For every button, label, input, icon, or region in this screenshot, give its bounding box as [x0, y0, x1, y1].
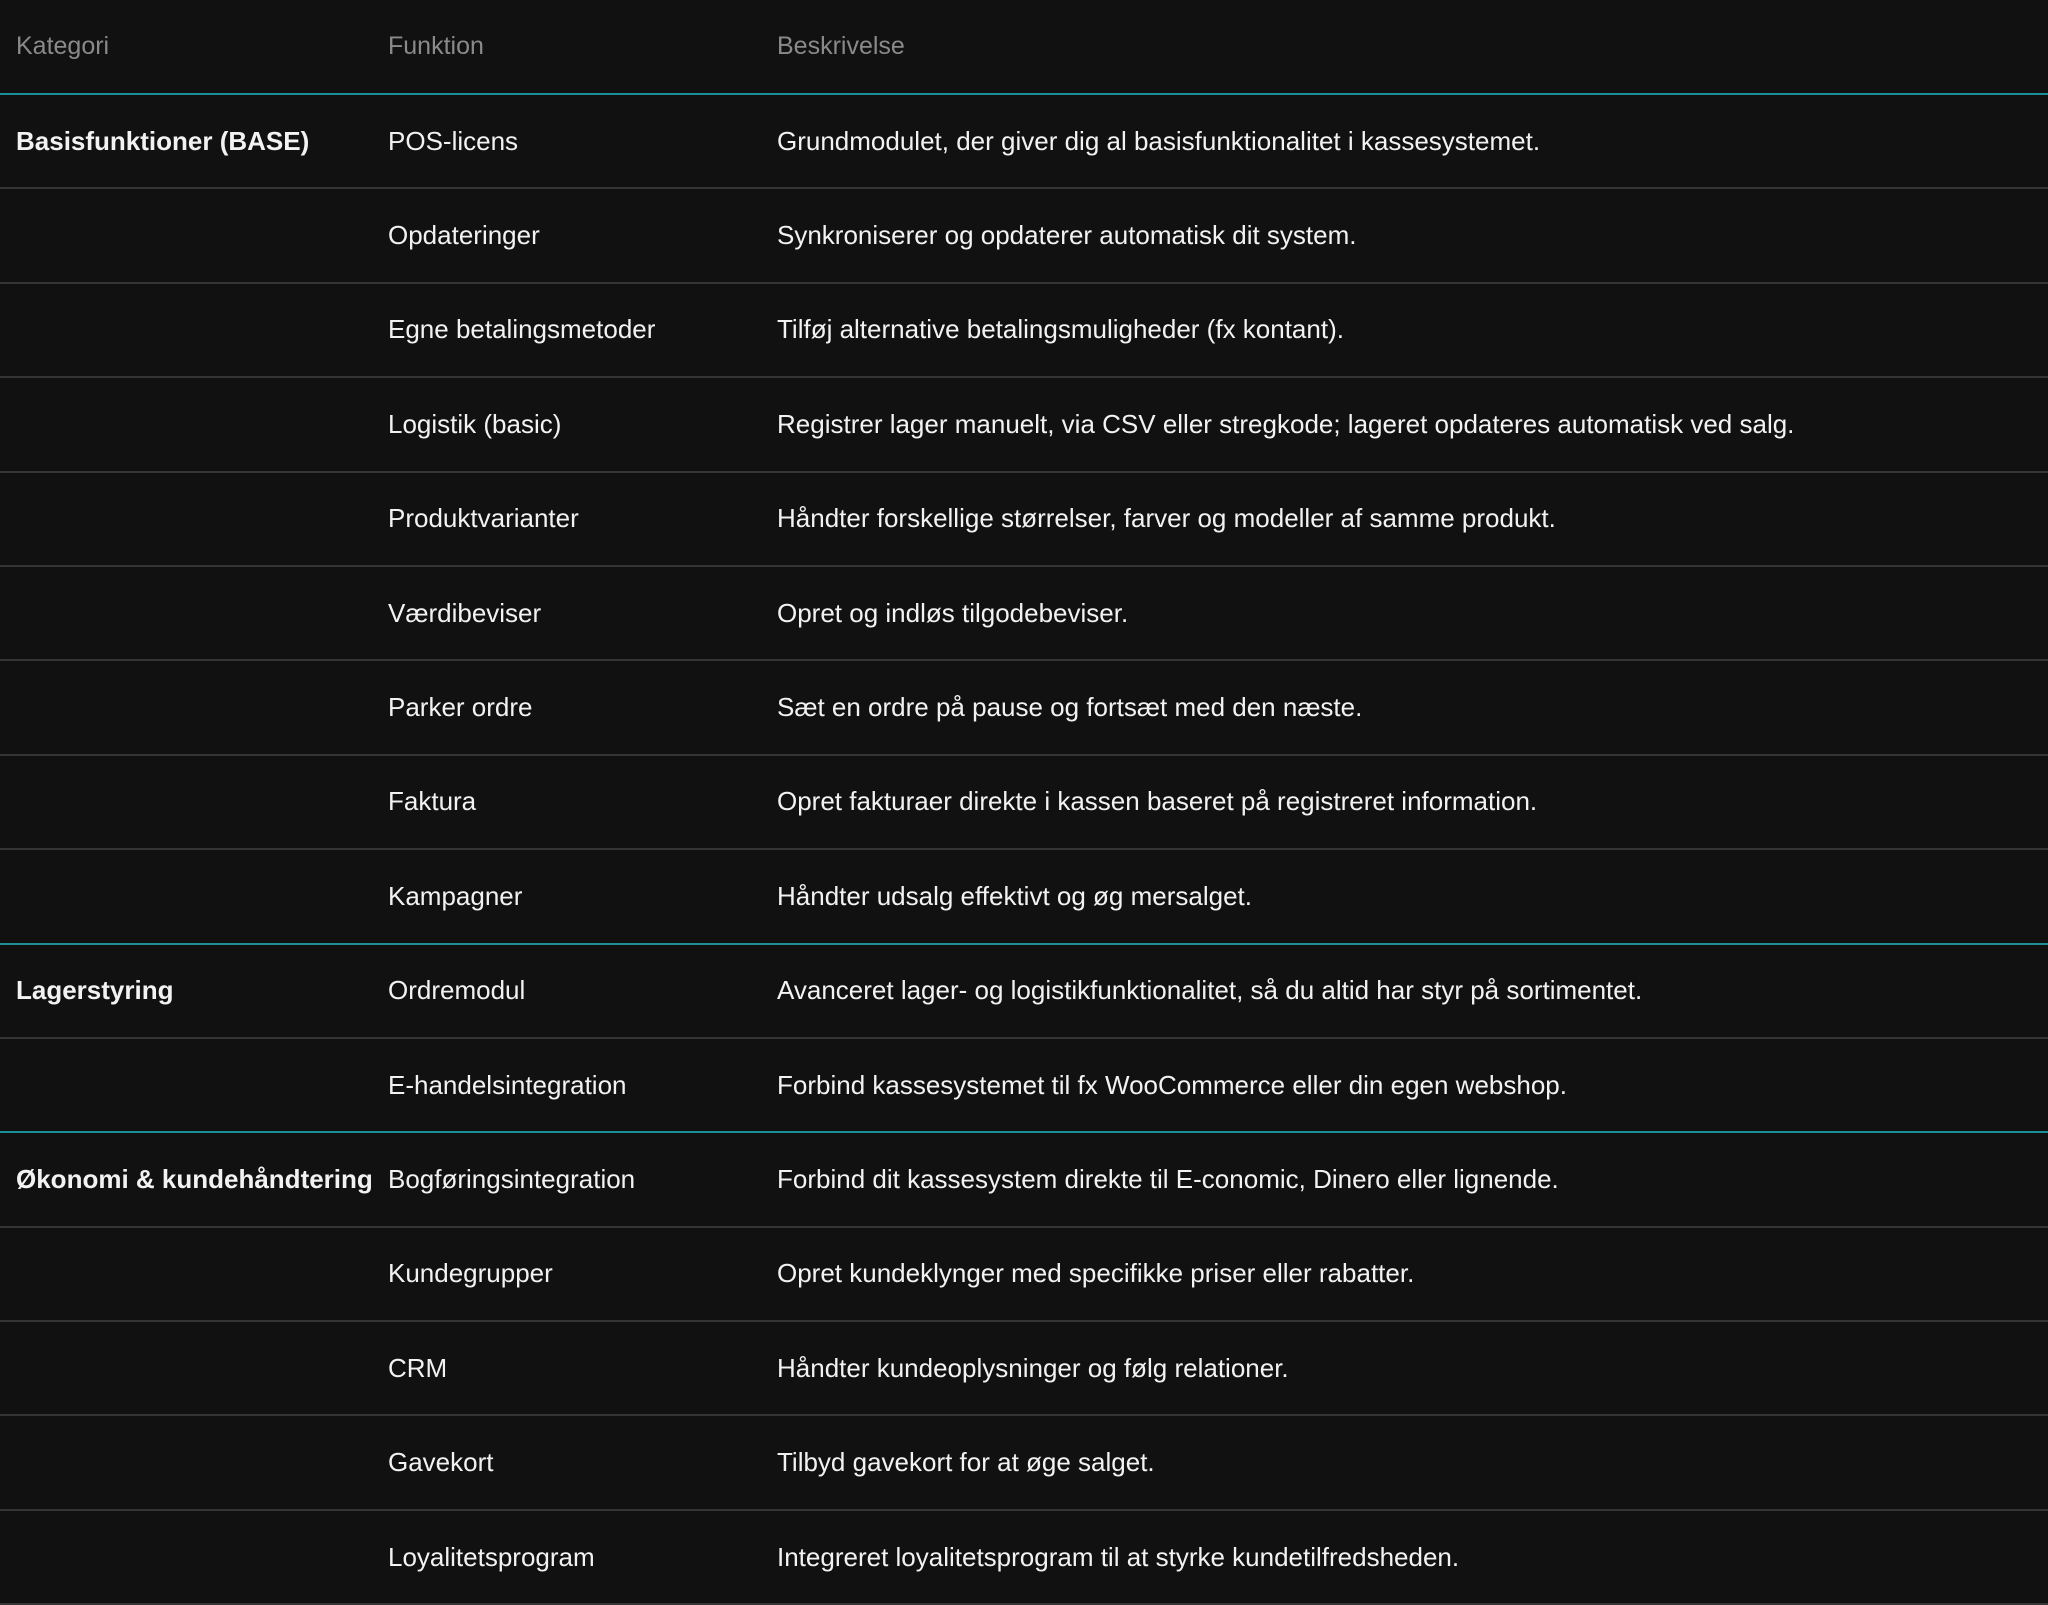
row-category: Økonomi & kundehåndtering [16, 1163, 373, 1194]
row-function: Loyalitetsprogram [388, 1541, 595, 1572]
table-row: Opdateringer Synkroniserer og opdaterer a… [0, 189, 2048, 284]
row-function: Ordremodul [388, 975, 526, 1006]
table-row: Værdibeviser Opret og indløs tilgodebevis… [0, 567, 2048, 662]
row-description: Avanceret lager- og logistikfunktionalit… [777, 975, 1643, 1006]
row-function: Værdibeviser [388, 597, 542, 628]
row-description: Opret og indløs tilgodebeviser. [777, 597, 1129, 628]
row-function: Logistik (basic) [388, 408, 562, 439]
table-row: Kundegrupper Opret kundeklynger med speci… [0, 1228, 2048, 1323]
row-function: Kampagner [388, 880, 523, 911]
row-description: Tilbyd gavekort for at øge salget. [777, 1447, 1155, 1478]
row-description: Forbind kassesystemet til fx WooCommerce… [777, 1069, 1567, 1100]
row-description: Synkroniserer og opdaterer automatisk di… [777, 220, 1357, 251]
row-description: Grundmodulet, der giver dig al basisfunk… [777, 125, 1541, 156]
table-header: Kategori Funktion Beskrivelse [0, 0, 2048, 95]
row-description: Sæt en ordre på pause og fortsæt med den… [777, 692, 1363, 723]
row-function: Faktura [388, 786, 477, 817]
row-function: Produktvarianter [388, 503, 579, 534]
table-row: Egne betalingsmetoder Tilføj alternative … [0, 284, 2048, 379]
row-description: Håndter forskellige størrelser, farver o… [777, 503, 1556, 534]
table-row: Lagerstyring Ordremodul Avanceret lager- o… [0, 945, 2048, 1039]
table-row: Økonomi & kundehåndtering Bogføringsinteg… [0, 1133, 2048, 1228]
table-row: E-handelsintegration Forbind kassesysteme… [0, 1039, 2048, 1134]
table-row: Basisfunktioner (BASE) POS-licens Grundmod… [0, 95, 2048, 190]
row-function: Gavekort [388, 1447, 494, 1478]
row-description: Håndter udsalg effektivt og øg mersalget… [777, 880, 1252, 911]
table-row: Loyalitetsprogram Integreret loyalitetspr… [0, 1511, 2048, 1605]
header-function: Funktion [388, 32, 484, 60]
row-function: Egne betalingsmetoder [388, 314, 656, 345]
row-description: Forbind dit kassesystem direkte til E-co… [777, 1163, 1559, 1194]
table-row: CRM Håndter kundeoplysninger og følg rela… [0, 1322, 2048, 1417]
table-row: Produktvarianter Håndter forskellige stør… [0, 473, 2048, 567]
row-description: Opret fakturaer direkte i kassen baseret… [777, 786, 1538, 817]
row-description: Håndter kundeoplysninger og følg relatio… [777, 1352, 1289, 1383]
row-function: Parker ordre [388, 692, 533, 723]
row-category: Lagerstyring [16, 975, 174, 1006]
row-description: Integreret loyalitetsprogram til at styr… [777, 1541, 1460, 1572]
table-row: Kampagner Håndter udsalg effektivt og øg … [0, 850, 2048, 945]
row-function: Bogføringsintegration [388, 1163, 636, 1194]
table-row: Logistik (basic) Registrer lager manuelt,… [0, 378, 2048, 473]
row-function: Opdateringer [388, 220, 540, 251]
header-category: Kategori [16, 32, 110, 60]
row-function: POS-licens [388, 125, 519, 156]
table-row: Faktura Opret fakturaer direkte i kassen … [0, 756, 2048, 851]
table-row: Gavekort Tilbyd gavekort for at øge salge… [0, 1416, 2048, 1511]
table-row: Parker ordre Sæt en ordre på pause og for… [0, 661, 2048, 756]
row-description: Opret kundeklynger med specifikke priser… [777, 1258, 1415, 1289]
row-description: Registrer lager manuelt, via CSV eller s… [777, 408, 1795, 439]
row-function: CRM [388, 1352, 448, 1383]
row-function: E-handelsintegration [388, 1069, 627, 1100]
row-description: Tilføj alternative betalingsmuligheder (… [777, 314, 1344, 345]
header-description: Beskrivelse [777, 32, 905, 60]
row-function: Kundegrupper [388, 1258, 553, 1289]
row-category: Basisfunktioner (BASE) [16, 125, 310, 156]
